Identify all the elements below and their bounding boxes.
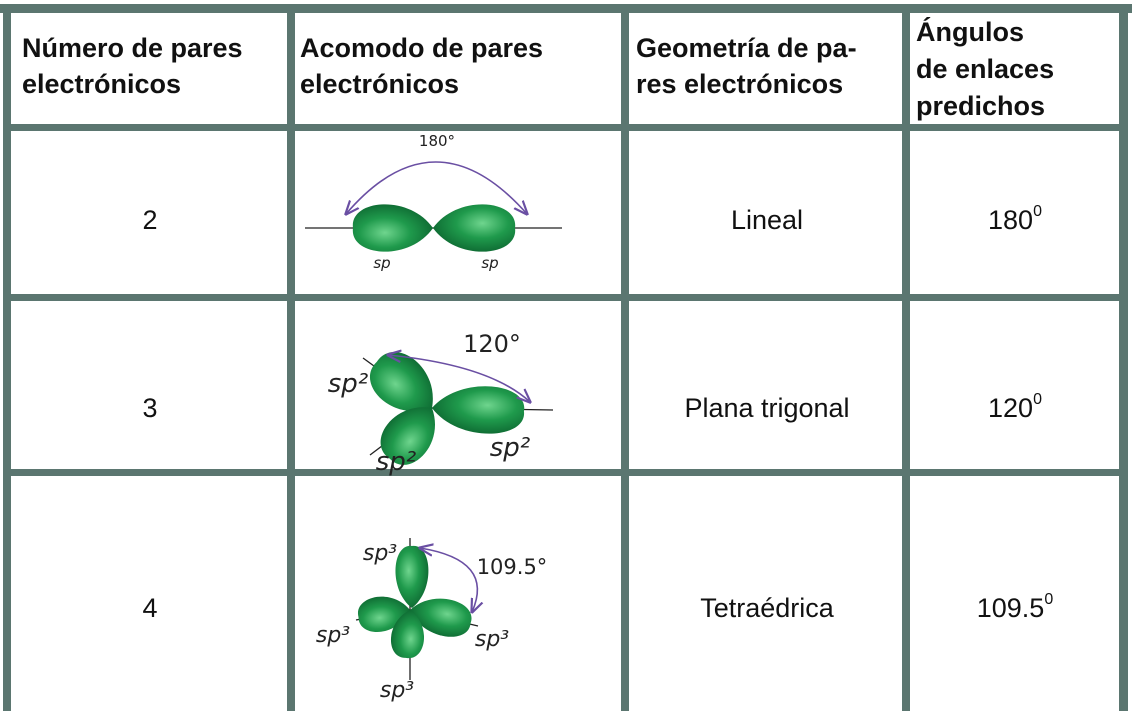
angle-superscript: 0 (1033, 203, 1042, 220)
orbital-lobe (390, 610, 424, 658)
orbital-label: sp² (328, 369, 368, 399)
angle-arrow (420, 548, 477, 612)
header-text: electrónicos (22, 69, 181, 99)
diagram-angle: 180° (419, 132, 455, 150)
pairs-cell: 4 (142, 593, 157, 623)
angle-cell: 1200 (988, 391, 1042, 423)
orbital-label: sp³ (363, 541, 397, 566)
geometry-cell: Tetraédrica (700, 593, 835, 623)
orbital-lobe (432, 386, 524, 434)
geometry-cell: Plana trigonal (684, 393, 849, 423)
orbital-label: sp³ (380, 678, 414, 703)
borders (0, 4, 1132, 711)
header-text: Acomodo de pares (300, 33, 543, 63)
diagram-angle: 109.5° (477, 555, 548, 579)
angle-value: 109.5 (977, 593, 1045, 623)
orbital-lobe (433, 204, 516, 252)
orbital-label: sp³ (475, 627, 509, 652)
orbital-label: sp² (376, 447, 416, 477)
angle-cell: 1800 (988, 203, 1042, 235)
angle-superscript: 0 (1033, 391, 1042, 408)
orbital-lobe (380, 407, 435, 465)
angle-value: 180 (988, 205, 1033, 235)
angle-arrow (388, 355, 530, 402)
orbital-lobe (352, 204, 433, 252)
header-text: Ángulos (916, 16, 1024, 47)
header-text: electrónicos (300, 69, 459, 99)
orbital-label: sp² (490, 433, 530, 463)
header-text: de enlaces (916, 54, 1054, 84)
diagram-angle: 120° (463, 330, 521, 358)
header-text: Número de pares (22, 33, 243, 63)
angle-cell: 109.50 (977, 591, 1054, 623)
pairs-cell: 3 (142, 393, 157, 423)
orbital-lobe (395, 545, 429, 608)
pairs-cell: 2 (142, 205, 157, 235)
orbital-label: sp (373, 254, 390, 272)
orbital-label: sp³ (316, 623, 350, 648)
geometry-cell: Lineal (731, 205, 803, 235)
orbital-label: sp (481, 254, 498, 272)
header-text: predichos (916, 91, 1045, 121)
angle-arrow (346, 161, 527, 214)
angle-value: 120 (988, 393, 1033, 423)
header-text: Geometría de pa- (636, 33, 857, 63)
header-text: res electrónicos (636, 69, 843, 99)
angle-superscript: 0 (1044, 591, 1053, 608)
